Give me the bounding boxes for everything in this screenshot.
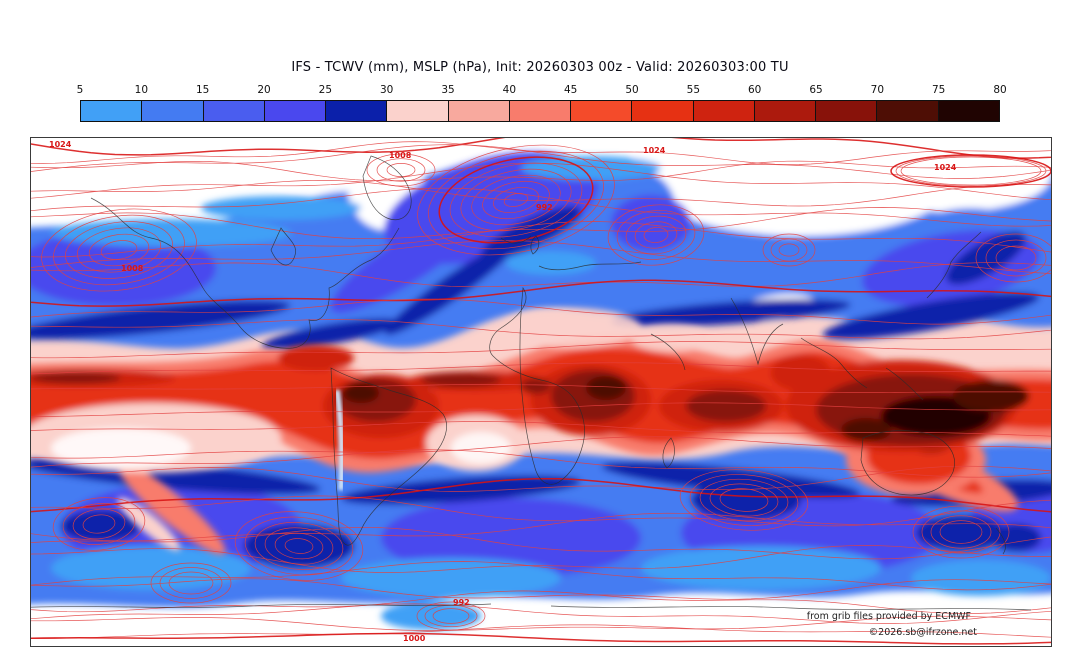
colorbar-segment [693,101,755,121]
colorbar-segment [816,101,878,121]
colorbar-segment [754,101,817,121]
contour-label: 1000 [403,634,426,643]
colorbar-segment [448,101,510,121]
contour-label: 1024 [643,146,666,155]
colorbar-tick-label: 20 [257,84,271,96]
attribution-ecmwf: from grib files provided by ECMWF [806,611,971,622]
contour-label: 992 [453,598,470,607]
colorbar-tick-label: 70 [870,84,885,96]
weather-map: 1024 1008 1024 1024 992 1008 992 1000 from grib… [30,137,1052,647]
colorbar-tick-label: 80 [993,84,1007,96]
contour-label: 1024 [934,163,957,172]
colorbar-tick-label: 10 [134,84,149,96]
colorbar-tick-label: 60 [747,84,762,96]
colorbar-segment [81,101,143,121]
colorbar-tick-label: 15 [195,84,210,96]
contour-label: 992 [536,203,553,212]
contour-label: 1008 [389,151,412,160]
colorbar-segment [326,101,388,121]
tcwv-field [31,138,1051,630]
attribution-copyright: ©2026.sb@ifrzone.net [868,627,977,638]
colorbar-tick-label: 45 [563,84,578,96]
colorbar-tick-label: 35 [441,84,455,96]
colorbar-tick-label: 30 [379,84,394,96]
colorbar-tick-label: 40 [502,84,517,96]
map-svg [31,138,1051,646]
contour-label: 1008 [121,264,144,273]
colorbar-segment [142,101,204,121]
colorbar-segment [938,101,999,121]
colorbar-segment [632,101,694,121]
colorbar-segment [203,101,265,121]
colorbar-tick-label: 50 [625,84,639,96]
colorbar-tick-label: 75 [931,84,946,96]
page-title: IFS - TCWV (mm), MSLP (hPa), Init: 20260… [291,60,789,75]
colorbar-tick-label: 55 [686,84,701,96]
colorbar-scale [80,100,1000,122]
colorbar-tick-labels: 5 10 15 20 25 30 35 40 45 50 55 60 65 70 75 80 [76,84,1007,98]
contour-label: 1024 [49,140,72,149]
colorbar-tick-label: 65 [809,84,823,96]
colorbar-segment [571,101,633,121]
colorbar-tick-label: 25 [318,84,333,96]
coastlines [31,155,1032,611]
colorbar-segment [387,101,449,121]
colorbar-segment [877,101,939,121]
colorbar-segment [509,101,572,121]
colorbar-segment [264,101,327,121]
colorbar: 5 10 15 20 25 30 35 40 45 50 55 60 65 70 75 80 [76,84,1007,124]
colorbar-tick-label: 5 [76,84,84,96]
mslp-contours [31,138,1051,645]
